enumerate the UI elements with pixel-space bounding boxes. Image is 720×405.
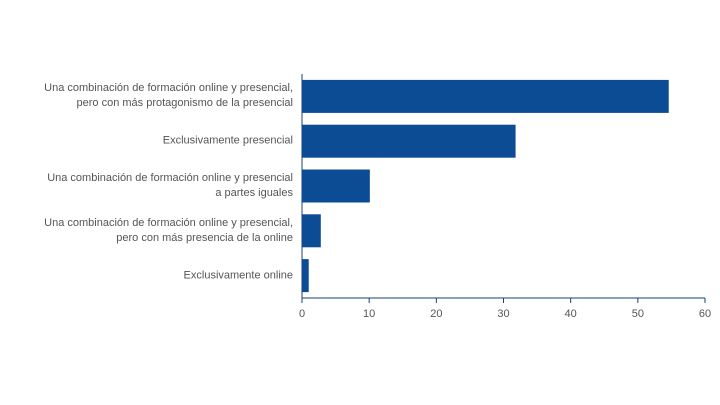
bar xyxy=(302,259,309,293)
category-label: Una combinación de formación online y pr… xyxy=(47,172,293,199)
x-tick-label: 30 xyxy=(497,308,509,320)
bar xyxy=(302,124,516,158)
bar xyxy=(302,79,669,113)
x-tick-label: 10 xyxy=(363,308,375,320)
category-label: Exclusivamente online xyxy=(183,269,293,282)
x-tick-label: 40 xyxy=(565,308,577,320)
bar xyxy=(302,169,370,203)
category-label: Una combinación de formación online y pr… xyxy=(44,216,293,244)
x-tick-label: 60 xyxy=(699,308,711,320)
x-tick-label: 50 xyxy=(632,308,644,320)
bar xyxy=(302,214,321,248)
category-label: Exclusivamente presencial xyxy=(162,134,293,147)
category-label: Una combinación de formación online y pr… xyxy=(44,82,293,110)
x-tick-label: 0 xyxy=(299,308,305,320)
x-tick-label: 20 xyxy=(430,308,442,320)
